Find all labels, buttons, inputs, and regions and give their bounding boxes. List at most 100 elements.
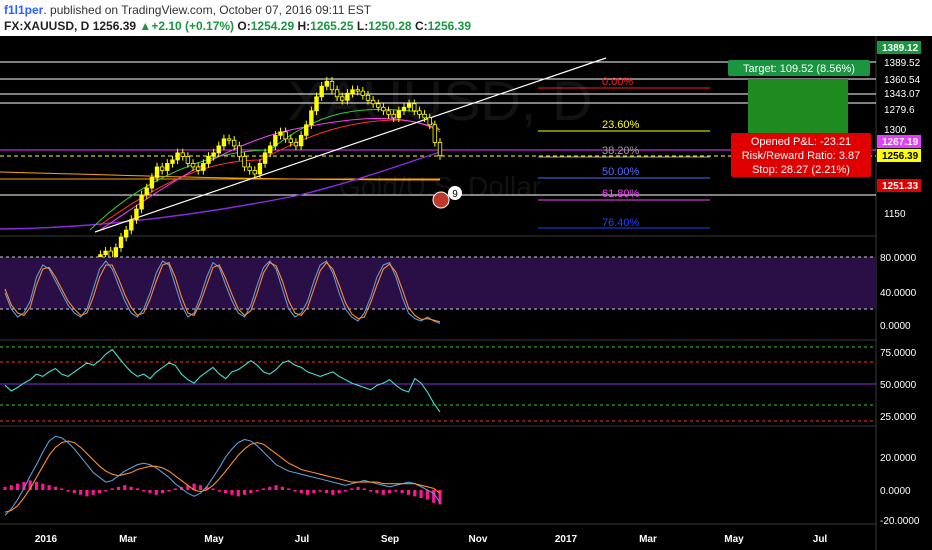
low-label: L: [356,19,369,33]
macd-histogram-bar [242,490,247,495]
stochastic-panel[interactable] [4,260,441,324]
chart-canvas[interactable]: XAUUSD, D Gold/U.S. Dollar 0.00% 23.60% … [0,36,932,550]
candle-body [144,187,149,196]
macd-histogram-bar [293,490,297,492]
candle-body [201,163,206,171]
macd-histogram-bar [41,483,45,490]
candle-body [149,177,155,189]
macd-histogram-bar [350,488,354,490]
candle-body [417,110,422,115]
macd-panel[interactable] [3,435,442,516]
macd-histogram-bar [337,490,341,494]
candle-body [154,166,160,178]
flag-icon [432,191,450,209]
candle-body [293,141,299,147]
candle-body [252,170,257,175]
macd-tick: 0.0000 [880,486,911,497]
ma-purple [0,151,441,230]
macd-histogram-bar [22,482,26,490]
macd-histogram-bar [369,490,373,492]
macd-histogram-bar [154,490,158,495]
candle-body [412,103,417,112]
candle-body [288,138,293,143]
candle-body [175,152,180,161]
price-axis[interactable]: 1389.52 1360.54 1343.07 1279.6 1300 1150… [877,41,921,220]
macd-histogram-bar [255,490,259,492]
macd-histogram-bar [324,490,329,494]
price-badge-text: 1256.39 [882,151,919,162]
stoch-band [0,257,876,309]
macd-histogram-bar [116,486,121,490]
macd-line [4,435,441,516]
macd-histogram-bar [148,490,152,494]
time-tick: May [724,534,744,545]
macd-histogram-bar [104,490,108,492]
candle-body [262,152,268,164]
macd-histogram-bar [343,490,348,492]
macd-histogram-bar [186,485,190,490]
macd-histogram-bar [211,488,215,490]
price-tick: 1300 [884,125,907,136]
close-label: C: [414,19,428,33]
time-tick: Mar [639,534,657,545]
earnings-event-badge[interactable]: 9 [432,186,462,209]
macd-histogram-bar [34,482,39,490]
up-arrow-icon: ▲ [139,19,152,33]
macd-histogram-bar [236,490,240,497]
macd-histogram-bar [79,490,83,495]
candle-body [118,236,124,249]
time-axis[interactable]: 2016 Mar May Jul Sep Nov 2017 Mar May Jul [35,534,828,545]
macd-histogram-bar [280,486,284,490]
macd-histogram-bar [230,490,234,495]
candle-body [139,194,144,210]
fibonacci-retracement[interactable]: 0.00% 23.60% 38.20% 50.00% 61.80% 76.40% [538,76,710,229]
candle-body [257,163,263,175]
candle-body [226,138,232,141]
time-tick: 2016 [35,534,58,545]
long-position-tool[interactable]: Target: 109.52 (8.56%) Opened P&L: -23.2… [728,60,871,177]
rsi-tick: 25.0000 [880,412,917,423]
event-count: 9 [452,189,458,200]
macd-histogram-bar [432,490,436,503]
macd-histogram-bar [312,490,316,494]
macd-histogram-bar [167,490,171,492]
open-label: O: [237,19,251,33]
candle-body [360,90,366,96]
symbol-name[interactable]: FX:XAUUSD, D [4,19,90,33]
stoch-k-line [4,260,441,324]
price-tick: 1389.52 [884,58,921,69]
time-tick: Mar [119,534,137,545]
macd-histogram-bar [205,486,209,490]
candle-body [340,96,345,101]
trendline[interactable] [94,57,607,233]
price-tick: 1343.07 [884,89,921,100]
candle-body [334,89,340,98]
macd-histogram-bar [394,490,398,492]
candle-body [422,113,427,119]
macd-histogram-bar [362,488,366,490]
candle-body [221,138,227,147]
macd-histogram-bar [287,488,291,490]
macd-histogram-bar [419,490,423,498]
published-text: published on TradingView.com, October 07… [50,3,372,17]
macd-histogram-bar [400,490,404,494]
macd-histogram-bar [110,488,114,490]
risk-reward-text: Risk/Reward Ratio: 3.87 [742,150,861,162]
candle-body [355,89,360,92]
rsi-panel[interactable] [4,348,441,413]
open-value: 1254.29 [250,19,295,33]
candle-body [211,152,216,157]
candle-body [242,156,247,168]
ma-magenta [99,117,441,231]
macd-signal-line [4,440,441,513]
macd-histogram-bar [85,490,89,497]
candle-body [129,219,134,231]
candle-body [232,139,237,147]
fib-0-label: 0.00% [602,76,633,88]
macd-histogram-bar [28,480,32,490]
candle-body [298,134,304,147]
macd-histogram-bar [60,488,64,490]
author-name[interactable]: f1l1per [4,3,44,17]
price-badge-1251 [877,179,921,192]
candle-body [427,117,432,126]
